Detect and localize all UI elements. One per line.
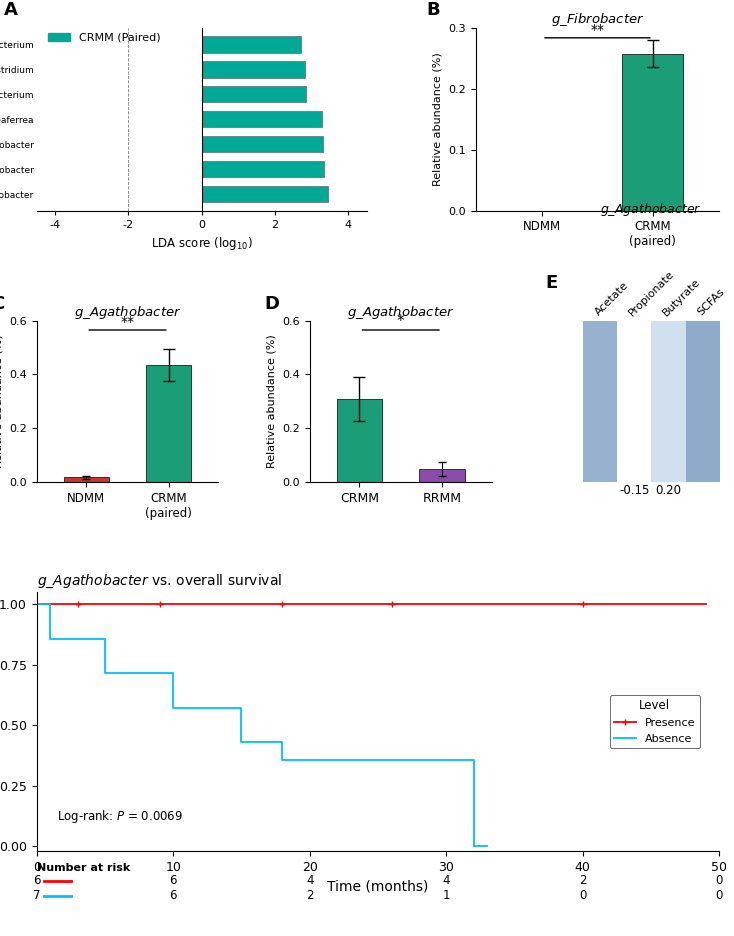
Bar [622, 53, 683, 211]
Text: **: ** [120, 314, 134, 329]
Y-axis label: Relative abundance (%): Relative abundance (%) [0, 334, 4, 468]
Text: *: * [700, 527, 705, 540]
Text: *: * [397, 314, 404, 329]
Text: 0.49: 0.49 [689, 484, 716, 497]
Text: 0.20: 0.20 [655, 484, 681, 497]
Text: -0.15: -0.15 [619, 484, 650, 497]
X-axis label: LDA score (log$_{10}$): LDA score (log$_{10}$) [150, 235, 252, 252]
Bar [146, 365, 192, 482]
Text: 0: 0 [579, 889, 586, 902]
Bar [419, 469, 465, 482]
Bar [202, 37, 301, 52]
Text: 0.45: 0.45 [587, 484, 613, 497]
Text: 4: 4 [306, 874, 313, 887]
Title: $\it{g\_Agathobacter}$: $\it{g\_Agathobacter}$ [347, 303, 454, 320]
Title: $\it{g\_Fibrobacter}$: $\it{g\_Fibrobacter}$ [550, 11, 644, 28]
Bar [337, 399, 382, 482]
Text: 1: 1 [443, 889, 450, 902]
Text: 2: 2 [306, 889, 313, 902]
Text: D: D [264, 295, 280, 313]
Text: Log-rank: $\mathit{P}$ = 0.0069: Log-rank: $\mathit{P}$ = 0.0069 [57, 808, 184, 825]
Bar [202, 111, 321, 127]
Text: 4: 4 [443, 874, 450, 887]
Text: $\it{g\_Agathobacter}$ vs. overall survival: $\it{g\_Agathobacter}$ vs. overall survi… [37, 573, 282, 591]
Bar [202, 86, 306, 103]
Text: 0: 0 [716, 889, 723, 902]
Bar [64, 477, 109, 482]
Text: 7: 7 [33, 889, 40, 902]
Bar [202, 186, 328, 202]
Text: E: E [545, 273, 557, 291]
Legend: Presence, Absence: Presence, Absence [610, 695, 700, 748]
Bar [202, 161, 324, 177]
Title: $\it{g\_Agathobacter}$: $\it{g\_Agathobacter}$ [73, 303, 181, 320]
Text: A: A [4, 1, 18, 19]
Bar [202, 136, 322, 153]
Bar [202, 62, 305, 78]
Text: B: B [426, 1, 440, 19]
Text: 6: 6 [33, 874, 40, 887]
Text: Number at risk: Number at risk [37, 864, 130, 873]
X-axis label: Time (months): Time (months) [327, 879, 429, 893]
Text: 6: 6 [170, 874, 177, 887]
Text: **: ** [590, 22, 604, 37]
Legend: CRMM (Paired): CRMM (Paired) [43, 28, 165, 47]
Text: 2: 2 [579, 874, 586, 887]
Y-axis label: Relative abundance (%): Relative abundance (%) [267, 334, 277, 468]
Text: 0: 0 [716, 874, 723, 887]
Text: *: * [597, 527, 603, 540]
Y-axis label: Relative abundance (%): Relative abundance (%) [432, 52, 443, 186]
Text: 6: 6 [170, 889, 177, 902]
Text: C: C [0, 295, 4, 313]
Title: $\it{g\_Agathobacter}$: $\it{g\_Agathobacter}$ [600, 201, 702, 218]
